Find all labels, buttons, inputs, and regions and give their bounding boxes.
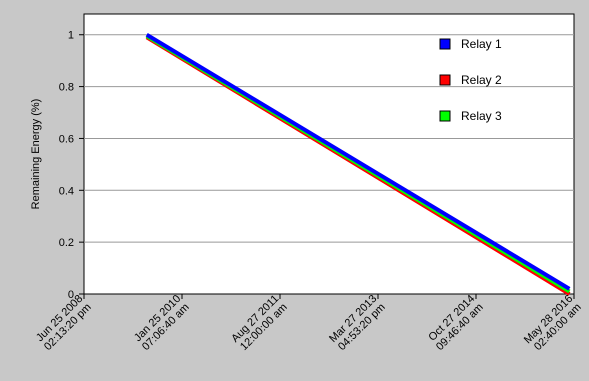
y-tick-label: 0.4 <box>59 185 74 197</box>
y-tick-label: 0.6 <box>59 133 74 145</box>
legend-swatch <box>439 38 451 50</box>
series-group <box>145 33 571 296</box>
y-tick-label: 0.2 <box>59 237 74 249</box>
y-axis-title: Remaining Energy (%) <box>30 99 42 210</box>
legend-label: Relay 2 <box>461 73 502 87</box>
legend-swatch <box>439 74 451 86</box>
y-tick-label: 0 <box>68 289 74 301</box>
legend-label: Relay 1 <box>461 37 502 51</box>
y-tick-label: 1 <box>68 30 74 42</box>
legend-label: Relay 3 <box>461 109 502 123</box>
legend: Relay 1 Relay 2 Relay 3 <box>439 37 502 123</box>
legend-swatch <box>439 110 451 122</box>
series-line-relay-1 <box>145 33 571 291</box>
y-tick-label: 0.8 <box>59 82 74 94</box>
y-axis: 0 0.2 0.4 0.6 0.8 1 <box>59 30 84 301</box>
